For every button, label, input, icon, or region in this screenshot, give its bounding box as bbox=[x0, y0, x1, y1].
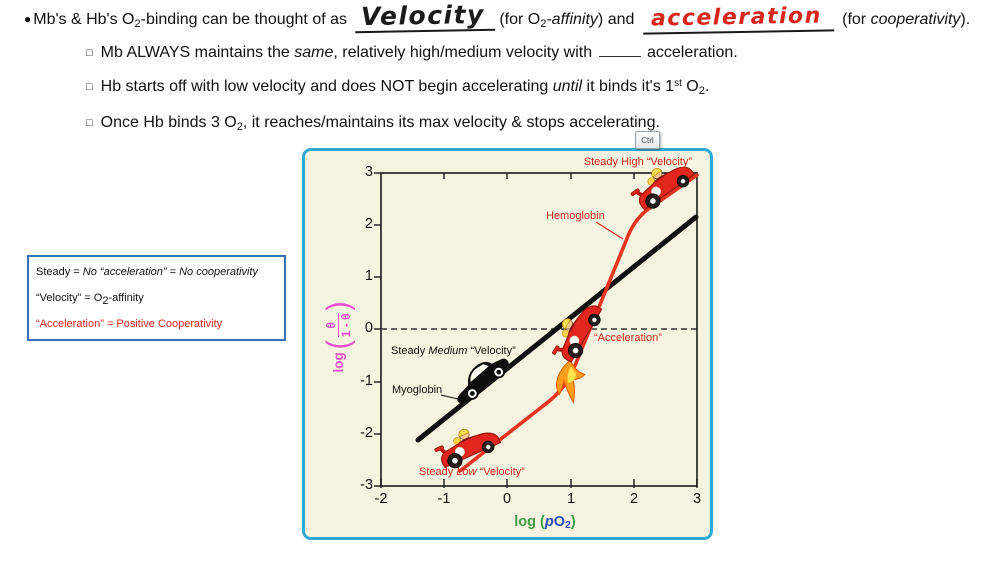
square-bullet-icon: □ bbox=[86, 81, 93, 93]
hill-plot-figure bbox=[374, 151, 699, 488]
label-text: “Velocity” bbox=[467, 345, 516, 357]
line3-text: it binds it's 1 bbox=[582, 78, 675, 95]
y-axis-log: log bbox=[330, 352, 346, 373]
subscript-2: 2 bbox=[540, 18, 547, 30]
line3-text: O bbox=[681, 78, 699, 95]
x-axis-log: log ( bbox=[514, 514, 545, 530]
bullet-dot: ● bbox=[24, 12, 32, 26]
hemoglobin-pointer-line bbox=[595, 221, 624, 240]
fraction-denominator: 1 - θ bbox=[338, 313, 353, 338]
subscript-2: 2 bbox=[698, 85, 705, 97]
line2-text: , relatively high/medium velocity with bbox=[333, 44, 597, 61]
subscript-2: 2 bbox=[236, 121, 243, 133]
label-text: “Velocity” bbox=[476, 466, 525, 478]
infobox-line-steady: Steady = No “acceleration” = No cooperat… bbox=[36, 266, 277, 279]
bullet-line-2: □ Mb ALWAYS maintains the same, relativel… bbox=[86, 42, 738, 62]
line1-text: Mb's & Hb's O bbox=[33, 11, 135, 28]
x-axis-ticks bbox=[380, 479, 698, 488]
line4-text: , it reaches/maintains its max velocity … bbox=[242, 114, 660, 131]
line1-text: (for bbox=[837, 11, 871, 28]
x-axis-O: O bbox=[553, 514, 566, 530]
line3-italic: until bbox=[552, 78, 583, 95]
infobox-text: “Velocity” = O bbox=[36, 292, 103, 304]
subscript-2: 2 bbox=[134, 18, 141, 30]
y-axis-label: log ( θ 1 - θ ) bbox=[310, 288, 366, 386]
infobox-text: -affinity bbox=[108, 292, 144, 304]
x-axis-close: ) bbox=[570, 514, 576, 530]
y-tick-label: 3 bbox=[364, 164, 373, 180]
label-myoglobin: Myoglobin bbox=[392, 384, 443, 396]
myoglobin-pointer-line bbox=[440, 394, 459, 400]
infobox-text: Steady = bbox=[36, 266, 83, 278]
infobox-line-acceleration: “Acceleration” = Positive Cooperativity bbox=[36, 318, 223, 330]
paren-open: ( bbox=[320, 340, 355, 350]
infobox-italic: No “acceleration” bbox=[82, 266, 167, 278]
label-steady-high-velocity: Steady High “Velocity” bbox=[583, 156, 692, 168]
subscript-2: 2 bbox=[102, 295, 109, 307]
line3-text: Hb starts off with low velocity and does… bbox=[100, 78, 553, 95]
label-steady-low-velocity: Steady Low “Velocity” bbox=[419, 466, 525, 478]
y-tick-label: -1 bbox=[360, 373, 373, 389]
infobox-text: = bbox=[166, 266, 180, 278]
infobox-line-velocity: “Velocity” = O2-affinity bbox=[36, 292, 277, 307]
legend-info-box: Steady = No “acceleration” = No cooperat… bbox=[27, 255, 286, 341]
y-axis-ticks bbox=[374, 172, 381, 487]
label-acceleration: “Acceleration” bbox=[594, 332, 662, 344]
square-bullet-icon: □ bbox=[86, 47, 93, 59]
x-tick-label: -2 bbox=[374, 491, 388, 507]
bullet-line-1: ● Mb's & Hb's O 2 -binding can be thought o… bbox=[24, 0, 971, 35]
y-tick-label: 1 bbox=[364, 268, 373, 284]
y-tick-label: -3 bbox=[360, 477, 373, 493]
y-tick-label: 2 bbox=[364, 216, 373, 232]
paste-options-ctrl-button[interactable]: Ctrl bbox=[635, 131, 660, 149]
line1-text: (for O bbox=[499, 11, 541, 28]
x-tick-label: 0 bbox=[502, 491, 512, 507]
y-tick-label: 0 bbox=[364, 320, 373, 336]
x-tick-label: 3 bbox=[692, 491, 702, 507]
handwritten-acceleration: acceleration bbox=[642, 4, 834, 35]
line1-text: ) and bbox=[597, 11, 639, 28]
theta-fraction: θ 1 - θ bbox=[323, 313, 353, 338]
line2-italic: same bbox=[294, 44, 334, 61]
plot-frame bbox=[380, 172, 698, 487]
superscript-st: st bbox=[674, 78, 682, 89]
label-text: Steady bbox=[391, 345, 429, 357]
handwritten-velocity: Velocity bbox=[355, 0, 496, 33]
myoglobin-line bbox=[415, 214, 699, 443]
line4-text: Once Hb binds 3 O bbox=[100, 114, 237, 131]
label-italic: Low bbox=[456, 466, 477, 478]
line2-text: acceleration. bbox=[642, 44, 738, 61]
line1-text: -binding can be thought of as bbox=[140, 11, 352, 28]
fill-in-blank bbox=[598, 42, 641, 57]
square-bullet-icon: □ bbox=[86, 117, 93, 129]
label-steady-medium-velocity: Steady Medium “Velocity” bbox=[391, 345, 516, 357]
y-tick-label: -2 bbox=[360, 425, 373, 441]
x-axis-sub2: 2 bbox=[565, 519, 571, 531]
x-tick-label: 2 bbox=[629, 491, 639, 507]
x-tick-label: 1 bbox=[566, 491, 576, 507]
top-axis-ticks bbox=[443, 173, 635, 179]
line2-text: Mb ALWAYS maintains the bbox=[100, 44, 295, 61]
fraction-numerator: θ bbox=[323, 322, 338, 329]
hemoglobin-curve bbox=[458, 173, 699, 473]
x-axis-p: p bbox=[544, 514, 554, 530]
line1-text: - bbox=[546, 11, 552, 28]
infobox-italic: No cooperativity bbox=[179, 266, 258, 278]
line1-italic: affinity bbox=[551, 11, 598, 28]
line3-text: . bbox=[704, 78, 710, 95]
x-axis-label: log (pO2) bbox=[455, 514, 635, 531]
myoglobin-car bbox=[446, 347, 515, 410]
x-tick-label: -1 bbox=[437, 491, 451, 507]
label-text: Steady bbox=[419, 466, 457, 478]
bullet-line-3: □ Hb starts off with low velocity and doe… bbox=[86, 78, 710, 97]
label-italic: Medium bbox=[428, 345, 468, 357]
label-hemoglobin: Hemoglobin bbox=[546, 210, 605, 222]
paren-close: ) bbox=[320, 301, 355, 311]
hill-plot-panel: 3 2 1 0 -1 -2 -3 -2 -1 0 1 2 3 log ( θ 1… bbox=[302, 148, 713, 540]
line1-text: ). bbox=[960, 11, 971, 28]
line1-italic: cooperativity bbox=[870, 11, 961, 28]
